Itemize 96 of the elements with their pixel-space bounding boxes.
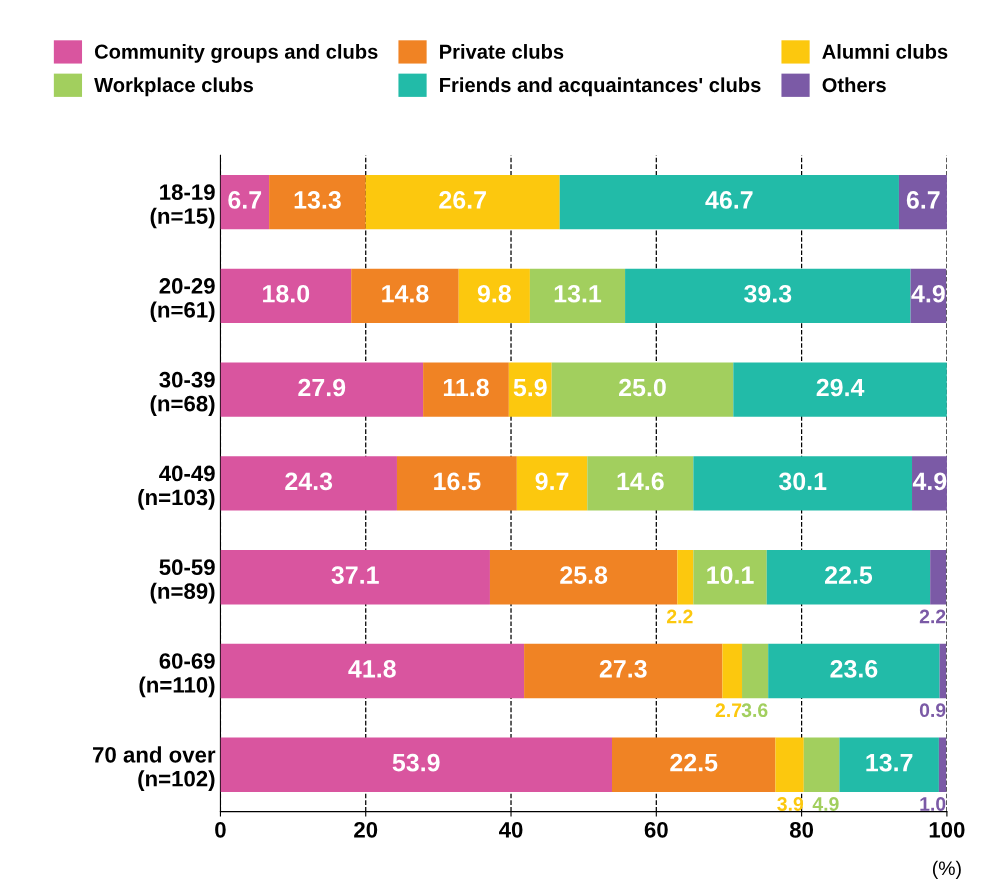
- bar: [458, 268, 530, 324]
- data-label: 41.8: [348, 659, 396, 678]
- y-tick-label: 70 and over (n=102): [93, 746, 216, 791]
- data-label: 14.8: [382, 284, 429, 303]
- data-label: 37.1: [331, 566, 379, 584]
- bar: [423, 362, 509, 417]
- data-label: 22.5: [670, 753, 718, 772]
- data-label: 27.9: [298, 378, 346, 397]
- data-label: 0.9: [919, 703, 946, 718]
- x-tick-label: 0: [215, 821, 226, 838]
- data-label: 11.8: [443, 378, 489, 397]
- bar: [625, 268, 911, 324]
- bar: [269, 174, 366, 230]
- data-label: 2.2: [919, 609, 946, 624]
- bar: [587, 456, 694, 511]
- bar: [930, 549, 947, 605]
- bar: [733, 362, 947, 417]
- bar: [803, 737, 840, 792]
- data-label: 2.2: [667, 609, 693, 624]
- data-label: 4.9: [911, 284, 945, 303]
- bar: [220, 643, 525, 699]
- x-tick-label: 40: [499, 821, 523, 838]
- y-tick-label: 50-59 (n=89): [150, 559, 215, 604]
- data-label: 25.8: [560, 566, 608, 584]
- x-tick-label: 80: [789, 821, 814, 838]
- bar: [939, 643, 947, 699]
- data-label: 5.9: [513, 378, 547, 397]
- legend-label: Private clubs: [440, 44, 564, 59]
- data-label: 13.3: [294, 191, 341, 209]
- data-label: 13.1: [554, 284, 602, 303]
- data-label: 9.8: [477, 284, 511, 303]
- data-label: 27.3: [599, 659, 647, 678]
- data-label: 4.9: [812, 797, 839, 811]
- y-tick-label: 20-29 (n=61): [150, 278, 215, 323]
- data-label: 6.7: [906, 191, 940, 209]
- y-tick-label: 40-49 (n=103): [138, 465, 215, 510]
- bar: [516, 456, 588, 511]
- bar: [775, 737, 804, 792]
- bar: [938, 737, 947, 792]
- bar: [489, 549, 678, 605]
- bar: [722, 643, 743, 699]
- text: (%): [932, 860, 961, 879]
- data-label: 3.6: [741, 703, 768, 718]
- data-label: 13.7: [866, 753, 913, 772]
- data-label: 4.9: [912, 472, 947, 491]
- legend-label: Alumni clubs: [822, 44, 948, 59]
- data-label: 46.7: [705, 191, 753, 209]
- legend-label: Friends and acquaintances' clubs: [440, 77, 761, 97]
- bar: [220, 268, 352, 324]
- bar: [677, 549, 694, 605]
- bar: [220, 456, 397, 511]
- data-label: 14.6: [617, 472, 664, 491]
- bar: [766, 549, 931, 605]
- bar: [220, 737, 612, 792]
- x-tick-label: 20: [354, 821, 378, 838]
- y-tick-label: 18-19 (n=15): [150, 184, 215, 229]
- bar: [365, 174, 560, 230]
- data-label: 18.0: [263, 284, 310, 303]
- legend-label: Community groups and clubs: [94, 44, 378, 63]
- bar: [508, 362, 552, 417]
- bar: [742, 643, 769, 699]
- y-tick-label: 30-39 (n=68): [150, 371, 215, 416]
- data-label: 29.4: [816, 378, 865, 397]
- bar: [529, 268, 626, 324]
- data-label: 9.7: [535, 472, 569, 491]
- bar: [396, 456, 517, 511]
- data-label: 22.5: [825, 566, 873, 584]
- legend-label: Workplace clubs: [94, 77, 253, 97]
- data-label: 10.1: [707, 566, 754, 584]
- bar: [220, 362, 424, 417]
- y-tick-label: 60-69 (n=110): [139, 653, 215, 698]
- data-label: 24.3: [285, 472, 333, 491]
- bar: [220, 549, 490, 605]
- data-label: 1.0: [920, 797, 946, 811]
- bar: [524, 643, 723, 699]
- bar: [551, 362, 734, 417]
- x-tick-label: 60: [644, 821, 668, 838]
- x-tick-label: 100: [929, 821, 965, 838]
- data-label: 23.6: [830, 659, 878, 678]
- bar: [612, 737, 776, 792]
- data-label: 25.0: [619, 378, 666, 397]
- bar: [559, 174, 899, 230]
- data-label: 6.7: [228, 191, 262, 209]
- data-label: 39.3: [744, 284, 792, 303]
- bar: [693, 549, 767, 605]
- data-label: 3.9: [777, 797, 804, 811]
- bar: [693, 456, 913, 511]
- data-label: 26.7: [439, 191, 486, 209]
- bar: [351, 268, 459, 324]
- data-label: 30.1: [778, 472, 827, 491]
- data-label: 2.7: [715, 703, 742, 717]
- data-label: 53.9: [392, 753, 440, 772]
- legend-label: Others: [822, 77, 886, 93]
- bar: [768, 643, 940, 699]
- data-label: 16.5: [434, 472, 481, 491]
- bar: [839, 737, 939, 792]
